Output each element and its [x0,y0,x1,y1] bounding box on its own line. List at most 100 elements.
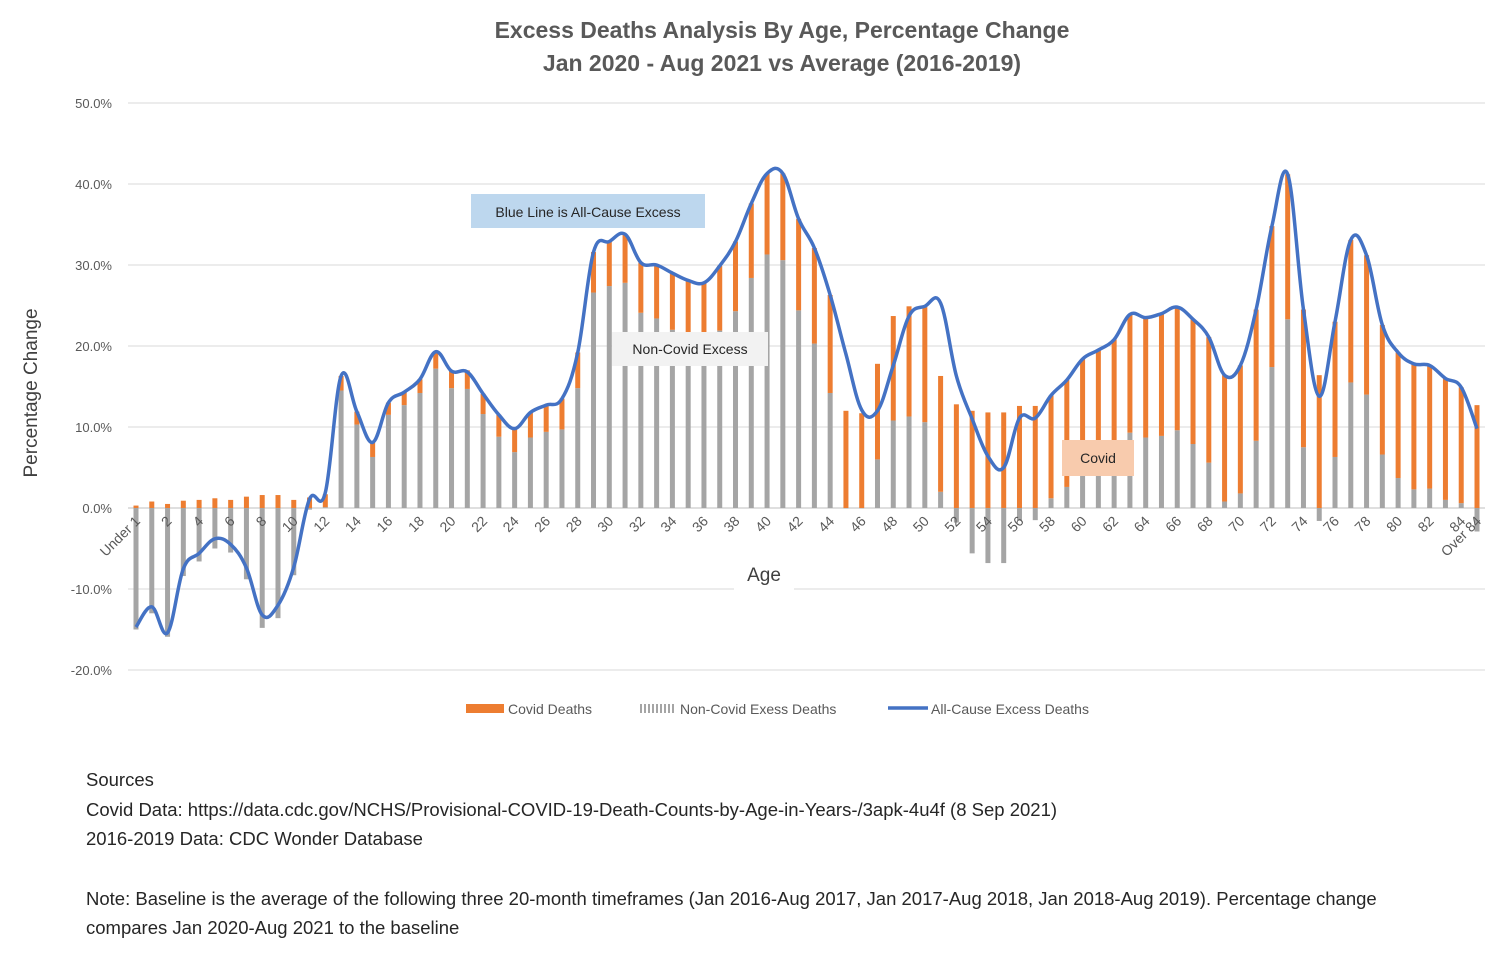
non-covid-bar [385,414,391,508]
covid-bar [1080,358,1086,468]
covid-bar [1300,309,1306,448]
covid-bar [953,404,959,508]
covid-bar [212,498,218,508]
all-cause-line [134,166,1479,636]
non-covid-bar [1190,444,1196,508]
blue-line-callout: Blue Line is All-Cause Excess [495,204,680,220]
non-covid-bar [874,459,880,508]
non-covid-bar [1300,447,1306,508]
x-tick-label: 30 [594,513,616,535]
non-covid-bar [575,388,581,508]
covid-bar [922,307,928,423]
x-tick-label: 56 [1004,513,1026,535]
covid-bar [165,503,171,508]
covid-bar [622,234,628,283]
covid-bar [827,294,833,393]
non-covid-bar [259,508,265,628]
non-covid-bar [307,508,313,510]
non-covid-bar [1285,319,1291,508]
non-covid-bar [243,508,249,580]
x-tick-label: 78 [1351,513,1373,535]
non-covid-bar [969,508,975,554]
covid-bar [669,273,675,330]
covid-bar [1048,395,1054,499]
covid-bar [1332,321,1338,457]
y-tick-label: -10.0% [71,582,113,597]
non-covid-bar [606,286,612,508]
covid-bar [228,499,234,508]
covid-bar [1411,363,1417,490]
x-tick-label: 10 [279,513,301,535]
covid-bar [1427,365,1433,489]
non-covid-bar [953,508,959,523]
non-covid-bar [1332,456,1338,508]
non-covid-bar [275,508,281,619]
covid-bar [259,495,265,508]
covid-bar [1379,324,1385,455]
covid-bar [1143,317,1149,438]
non-covid-bar [149,508,155,614]
non-covid-bar [196,508,202,562]
non-covid-bar [1095,463,1101,508]
non-covid-bar [291,508,297,576]
non-covid-bar [654,318,660,508]
covid-bar [1237,365,1243,494]
non-covid-bar [622,282,628,508]
legend-all-cause-label: All-Cause Excess Deaths [931,701,1089,717]
covid-bar [717,265,723,331]
x-tick-label: 40 [752,513,774,535]
legend-non-covid-swatch [638,704,676,713]
covid-bar [1016,405,1022,508]
covid-bar [796,218,802,311]
legend-covid-swatch [466,704,504,713]
non-covid-bar [1016,508,1022,521]
gridlines [128,102,1485,671]
covid-bar [180,500,186,508]
y-tick-label: 50.0% [75,96,112,111]
covid-bar [322,494,328,508]
covid-bar [748,203,754,278]
y-tick-label: 20.0% [75,339,112,354]
non-covid-bar [1253,440,1259,508]
non-covid-bar [1427,488,1433,508]
non-covid-bar [1474,508,1480,532]
x-tick-label: 72 [1257,513,1279,535]
covid-bar [1127,314,1133,433]
covid-bar [1111,339,1117,457]
x-tick-label: 58 [1036,513,1058,535]
non-covid-bar [338,390,344,508]
x-tick-label: 34 [657,513,679,535]
non-covid-bar [1316,508,1322,521]
non-covid-bar [733,311,739,508]
covid-bar [543,405,549,432]
covid-bar [1190,319,1196,445]
non-covid-bar [512,452,518,508]
covid-bar [1174,307,1180,431]
covid-bar [575,352,581,389]
covid-bar [1253,309,1259,441]
covid-bar [685,280,691,340]
x-tick-label: 60 [1067,513,1089,535]
non-covid-bar [1174,430,1180,508]
covid-bars [133,173,1480,508]
covid-data-source: Covid Data: https://data.cdc.gov/NCHS/Pr… [86,798,1058,820]
non-covid-bars [133,254,1480,637]
non-covid-bar [685,339,691,508]
non-covid-bar [449,388,455,508]
non-covid-bar [559,429,565,508]
covid-bar [354,411,360,425]
covid-bar [654,265,660,319]
covid-bar [1348,239,1354,383]
covid-bar [1395,352,1401,479]
non-covid-bar [1206,462,1212,508]
y-axis-ticks: -20.0% -10.0% 0.0% 10.0% 20.0% 30.0% 40.0% 50.0… [71,96,113,678]
non-covid-bar [212,508,218,549]
legend-covid-label: Covid Deaths [508,701,592,717]
non-covid-bar [717,330,723,508]
y-axis-label: Percentage Change [21,308,42,477]
x-tick-label: 62 [1099,513,1121,535]
covid-bar [196,499,202,508]
non-covid-callout: Non-Covid Excess [632,341,747,357]
chart: Excess Deaths Analysis By Age, Percentag… [21,17,1485,717]
x-tick-label: 12 [310,513,332,535]
